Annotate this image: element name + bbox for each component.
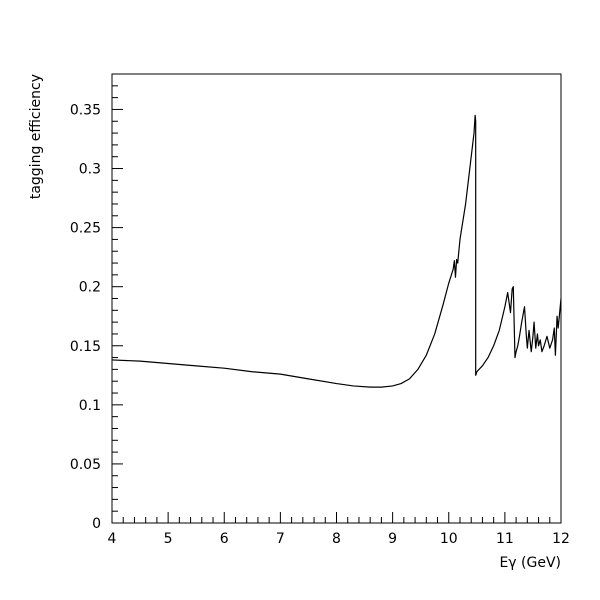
x-tick-label: 5 xyxy=(164,531,173,547)
x-tick-label: 10 xyxy=(440,531,458,547)
y-tick-label: 0.2 xyxy=(79,280,101,296)
x-tick-label: 4 xyxy=(108,531,117,547)
x-tick-label: 8 xyxy=(332,531,341,547)
x-axis-ticks: 4 5 6 7 8 9 10 11 12 xyxy=(108,512,570,547)
y-tick-label: 0.1 xyxy=(79,398,101,414)
y-tick-label: 0.3 xyxy=(79,162,101,178)
x-tick-label: 6 xyxy=(220,531,229,547)
y-axis-title: tagging efficiency xyxy=(28,74,44,199)
y-axis-ticks: 0 0.05 0.1 0.15 0.2 0.25 0.3 0.35 xyxy=(70,73,123,532)
x-axis-title: Eγ (GeV) xyxy=(499,555,561,571)
x-tick-label: 7 xyxy=(276,531,285,547)
y-tick-label: 0.25 xyxy=(70,221,101,237)
plot-frame xyxy=(111,73,562,524)
efficiency-curve xyxy=(111,114,562,388)
y-tick-label: 0.05 xyxy=(70,457,101,473)
x-tick-label: 11 xyxy=(496,531,514,547)
y-tick-label: 0 xyxy=(92,516,101,532)
x-tick-label: 12 xyxy=(552,531,570,547)
y-tick-label: 0.15 xyxy=(70,339,101,355)
series-layer xyxy=(111,114,562,388)
y-tick-label: 0.35 xyxy=(70,102,101,118)
x-tick-label: 9 xyxy=(388,531,397,547)
